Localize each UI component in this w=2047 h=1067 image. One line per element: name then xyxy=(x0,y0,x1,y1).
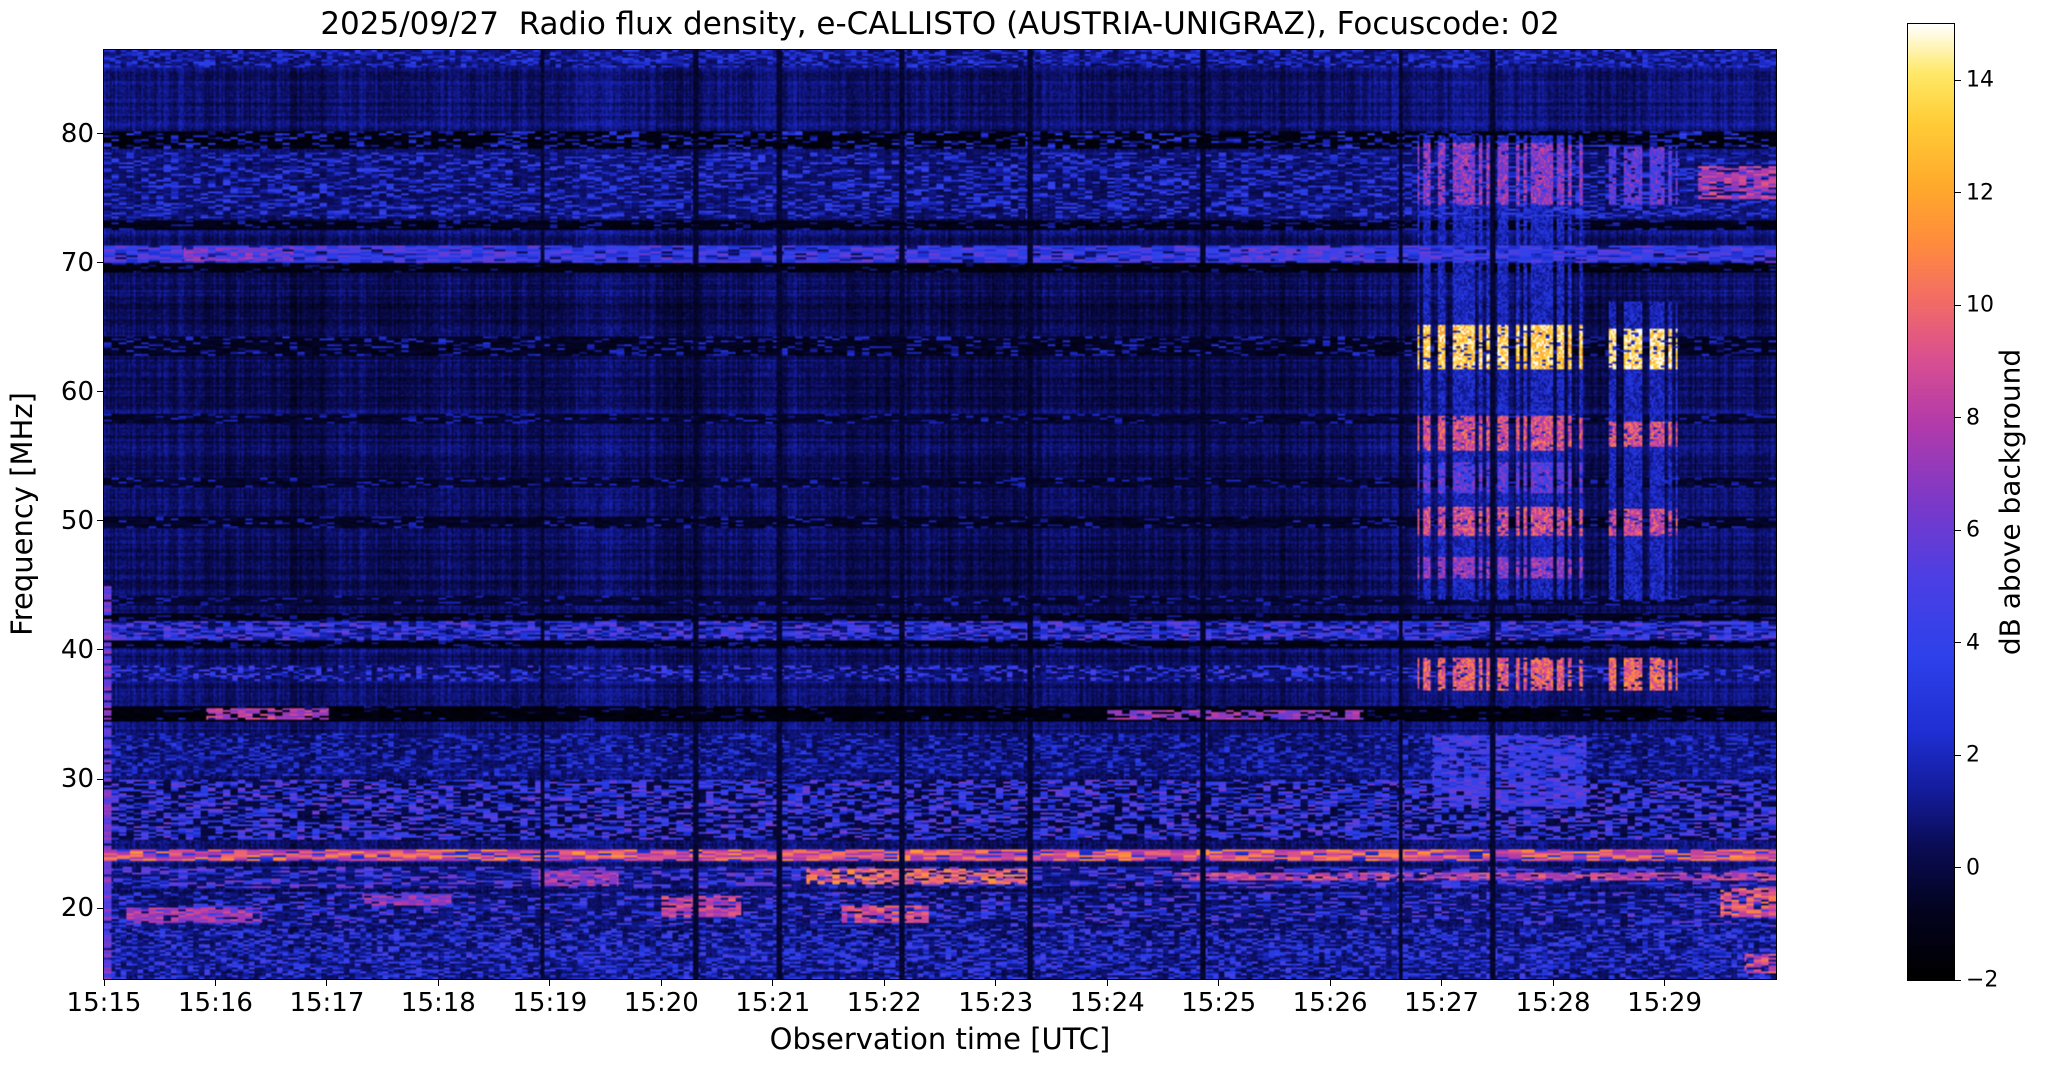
colorbar-tick-label: 4 xyxy=(1966,630,1980,656)
colorbar-tick-label: 0 xyxy=(1966,855,1980,881)
x-tick-mark xyxy=(883,979,885,986)
colorbar-tick-mark xyxy=(1954,754,1961,756)
y-tick-label: 50 xyxy=(60,505,94,536)
y-tick-label: 40 xyxy=(60,634,94,665)
y-tick-mark xyxy=(97,649,104,651)
x-tick-mark xyxy=(1106,979,1108,986)
y-tick-mark xyxy=(97,133,104,135)
colorbar-tick-mark xyxy=(1954,79,1961,81)
y-tick-mark xyxy=(97,391,104,393)
x-tick-mark xyxy=(326,979,328,986)
x-tick-mark xyxy=(437,979,439,986)
colorbar-tick-mark xyxy=(1954,417,1961,419)
y-tick-mark xyxy=(97,778,104,780)
x-tick-label: 15:20 xyxy=(623,988,699,1018)
colorbar-tick-mark xyxy=(1954,192,1961,194)
x-tick-label: 15:24 xyxy=(1069,988,1145,1018)
x-tick-mark xyxy=(549,979,551,986)
colorbar-tick-label: 6 xyxy=(1966,517,1980,543)
x-tick-label: 15:17 xyxy=(289,988,365,1018)
colorbar-tick-mark xyxy=(1954,304,1961,306)
colorbar-tick-mark xyxy=(1954,642,1961,644)
colorbar-tick-mark xyxy=(1954,867,1961,869)
colorbar-tick-label: 8 xyxy=(1966,405,1980,431)
x-tick-mark xyxy=(772,979,774,986)
x-tick-label: 15:27 xyxy=(1404,988,1480,1018)
x-tick-label: 15:22 xyxy=(846,988,922,1018)
x-tick-label: 15:18 xyxy=(400,988,476,1018)
x-tick-mark xyxy=(103,979,105,986)
colorbar-tick-label: 10 xyxy=(1966,292,1994,318)
y-tick-label: 30 xyxy=(60,764,94,794)
x-tick-mark xyxy=(1552,979,1554,986)
y-tick-label: 20 xyxy=(60,893,94,924)
x-tick-mark xyxy=(660,979,662,986)
x-tick-label: 15:26 xyxy=(1292,988,1368,1018)
chart-title: 2025/09/27 Radio flux density, e-CALLIST… xyxy=(320,6,1560,42)
x-tick-label: 15:19 xyxy=(512,988,588,1018)
colorbar-tick-label: 14 xyxy=(1966,67,1994,93)
x-tick-label: 15:29 xyxy=(1627,988,1702,1018)
x-tick-label: 15:28 xyxy=(1515,988,1591,1018)
y-tick-label: 60 xyxy=(60,376,94,407)
y-tick-mark xyxy=(97,907,104,909)
x-tick-mark xyxy=(1329,979,1331,986)
plot-frame xyxy=(103,49,1777,980)
x-tick-label: 15:16 xyxy=(177,988,253,1018)
x-tick-label: 15:23 xyxy=(958,988,1034,1018)
colorbar-gradient xyxy=(1907,23,1955,981)
y-tick-mark xyxy=(97,262,104,264)
y-tick-mark xyxy=(97,520,104,522)
colorbar-tick-label: −2 xyxy=(1966,967,1999,993)
y-tick-label: 80 xyxy=(60,118,94,149)
x-tick-mark xyxy=(1441,979,1443,986)
colorbar-tick-label: 2 xyxy=(1966,742,1980,768)
spectrogram-heatmap xyxy=(104,50,1776,979)
x-tick-mark xyxy=(1664,979,1666,986)
x-axis-label: Observation time [UTC] xyxy=(769,1022,1111,1056)
colorbar-tick-label: 12 xyxy=(1966,180,1994,206)
colorbar-label: dB above background xyxy=(1993,348,2027,656)
x-tick-mark xyxy=(1218,979,1220,986)
x-tick-label: 15:15 xyxy=(66,988,142,1018)
colorbar-tick-mark xyxy=(1954,979,1961,981)
y-tick-label: 70 xyxy=(60,247,94,278)
x-tick-mark xyxy=(214,979,216,986)
x-tick-label: 15:21 xyxy=(735,988,811,1018)
colorbar-tick-mark xyxy=(1954,529,1961,531)
x-tick-label: 15:25 xyxy=(1181,988,1257,1018)
x-tick-mark xyxy=(995,979,997,986)
